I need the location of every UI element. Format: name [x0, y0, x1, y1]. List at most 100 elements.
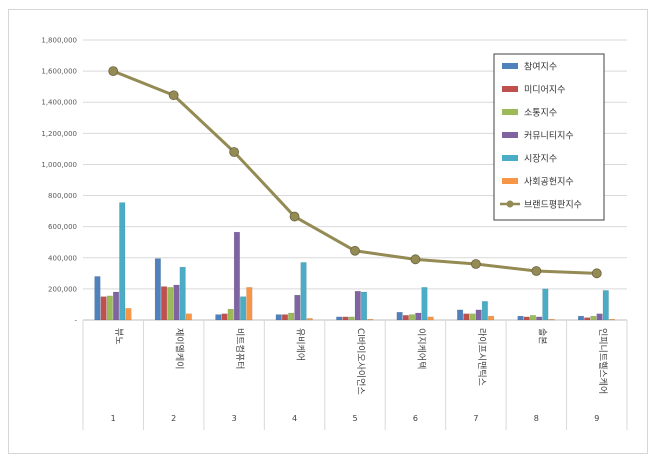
bar-소통지수-0: [106, 295, 113, 321]
bar-참여지수-7: [517, 315, 524, 321]
bar-커뮤니티지수-7: [536, 316, 543, 321]
bar-커뮤니티지수-5: [415, 312, 422, 321]
y-tick-label: 1,400,000: [41, 99, 77, 107]
y-tick-label: -: [74, 317, 77, 325]
bar-시장지수-6: [481, 301, 488, 321]
category-label: 이지케어텍: [415, 328, 426, 369]
rank-label: 6: [413, 414, 418, 423]
bar-미디어지수-2: [221, 313, 228, 321]
category-label: 솔본: [536, 328, 547, 345]
category-label: 뷰노: [113, 328, 124, 345]
bar-사회공헌지수-0: [125, 308, 132, 321]
bar-미디어지수-7: [523, 316, 530, 321]
bar-참여지수-0: [94, 276, 101, 321]
rank-label: 7: [473, 414, 478, 423]
rank-label: 5: [352, 414, 357, 423]
legend-label: 커뮤니티지수: [524, 131, 574, 142]
bar-사회공헌지수-2: [246, 287, 253, 321]
line-point-0: [108, 66, 119, 77]
bar-커뮤니티지수-0: [113, 291, 120, 321]
bar-커뮤니티지수-2: [233, 231, 240, 321]
legend-label: 브랜드평판지수: [524, 200, 582, 211]
bar-소통지수-8: [590, 315, 597, 321]
bar-사회공헌지수-8: [608, 319, 615, 321]
legend-swatch-2: [502, 109, 518, 115]
rank-label: 1: [111, 414, 116, 423]
bar-참여지수-4: [336, 316, 343, 321]
y-tick-label: 400,000: [48, 254, 77, 262]
line-point-2: [229, 147, 240, 157]
brand-reputation-line: [108, 66, 602, 279]
bar-커뮤니티지수-3: [294, 294, 301, 321]
bar-미디어지수-4: [342, 316, 349, 321]
rank-label: 9: [594, 414, 599, 423]
bar-커뮤니티지수-6: [475, 309, 482, 321]
bar-시장지수-7: [542, 288, 549, 321]
category-label: 라이프시맨틱스: [476, 328, 488, 386]
line-point-1: [168, 90, 179, 101]
y-tick-label: 800,000: [48, 192, 77, 200]
bar-사회공헌지수-4: [367, 319, 374, 321]
bar-사회공헌지수-7: [548, 319, 555, 321]
category-label: 비트컴퓨터: [234, 328, 246, 369]
bar-사회공헌지수-6: [488, 315, 495, 321]
rank-label: 2: [171, 414, 176, 423]
legend-label: 참여지수: [524, 61, 557, 73]
legend-swatch-5: [502, 178, 518, 184]
bar-소통지수-7: [529, 315, 536, 321]
legend-line-marker: [506, 200, 514, 208]
category-label: 유비케어: [295, 328, 306, 361]
bar-참여지수-2: [215, 314, 222, 321]
bar-커뮤니티지수-4: [354, 291, 361, 321]
rank-label: 3: [232, 414, 237, 423]
line-point-7: [531, 266, 542, 276]
legend-label: 소통지수: [524, 108, 557, 119]
bar-사회공헌지수-1: [185, 313, 192, 321]
bar-marks: [94, 202, 615, 321]
bar-커뮤니티지수-1: [173, 284, 180, 321]
bar-소통지수-2: [227, 308, 234, 321]
bar-시장지수-5: [421, 287, 428, 321]
line-point-5: [410, 254, 421, 265]
bar-참여지수-3: [275, 314, 282, 321]
bar-미디어지수-0: [100, 296, 107, 321]
bar-소통지수-4: [348, 316, 355, 321]
bar-참여지수-5: [396, 312, 403, 321]
legend-label: 미디어지수: [524, 85, 565, 96]
bar-사회공헌지수-3: [306, 318, 313, 321]
line-point-3: [289, 211, 300, 222]
bar-사회공헌지수-5: [427, 316, 434, 321]
bar-시장지수-3: [300, 262, 307, 321]
y-tick-label: 1,000,000: [41, 161, 77, 169]
bar-소통지수-1: [167, 287, 174, 321]
bar-소통지수-6: [469, 313, 476, 321]
y-tick-label: 1,800,000: [41, 37, 77, 45]
y-tick-label: 1,200,000: [41, 130, 77, 138]
legend-swatch-1: [502, 86, 518, 92]
bar-미디어지수-8: [584, 317, 591, 321]
y-axis-tick-labels: - 200,000 400,000 600,000 800,000 1,000,000 1,…: [41, 37, 77, 325]
legend-label: 사회공헌지수: [524, 177, 574, 188]
bar-참여지수-8: [577, 315, 584, 321]
bar-커뮤니티지수-8: [596, 313, 603, 321]
x-axis: 뷰노 1 제이엘케이 2 비트컴퓨터 3 유비케어 4 Cl바이오사이언스 5 이지케어텍 6 라이프시…: [82, 320, 628, 430]
category-label: Cl바이오사이언스: [355, 328, 367, 395]
bar-참여지수-6: [457, 309, 464, 321]
bar-소통지수-3: [288, 312, 295, 321]
bar-시장지수-1: [179, 266, 186, 321]
bar-미디어지수-5: [402, 315, 409, 321]
line-point-4: [350, 245, 360, 256]
y-tick-label: 200,000: [48, 285, 77, 293]
legend-swatch-0: [502, 63, 518, 69]
bar-미디어지수-6: [463, 313, 470, 321]
category-label: 제이엘케이: [174, 328, 185, 369]
bar-시장지수-2: [240, 296, 247, 321]
line-point-6: [470, 259, 481, 269]
rank-label: 8: [534, 414, 539, 423]
bar-소통지수-5: [409, 314, 416, 321]
bar-미디어지수-3: [281, 314, 288, 321]
legend-swatch-3: [502, 132, 518, 138]
bar-시장지수-0: [119, 202, 126, 321]
category-label: 인피니트헬스케어: [597, 328, 608, 394]
